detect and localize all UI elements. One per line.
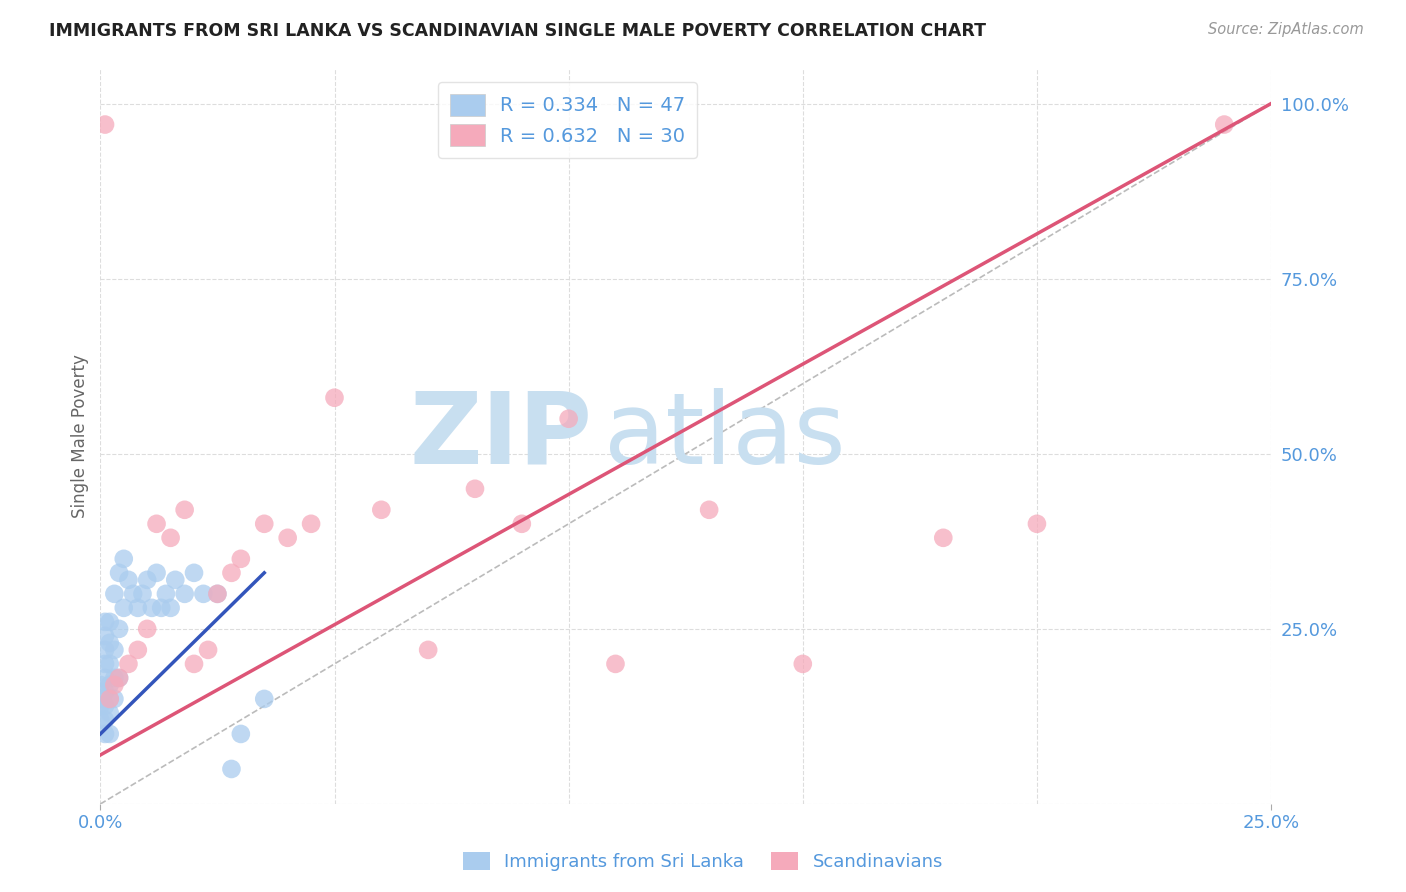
- Point: [127, 600, 149, 615]
- Point: [103, 678, 125, 692]
- Point: [103, 671, 125, 685]
- Point: [159, 531, 181, 545]
- Point: [1213, 118, 1236, 132]
- Point: [697, 503, 720, 517]
- Point: [221, 566, 243, 580]
- Point: [108, 622, 131, 636]
- Point: [145, 516, 167, 531]
- Point: [207, 587, 229, 601]
- Legend: R = 0.334   N = 47, R = 0.632   N = 30: R = 0.334 N = 47, R = 0.632 N = 30: [437, 82, 697, 158]
- Point: [207, 587, 229, 601]
- Point: [98, 678, 121, 692]
- Point: [89, 678, 111, 692]
- Point: [150, 600, 173, 615]
- Point: [253, 692, 276, 706]
- Point: [98, 692, 121, 706]
- Point: [98, 706, 121, 720]
- Point: [117, 573, 139, 587]
- Point: [122, 587, 145, 601]
- Text: IMMIGRANTS FROM SRI LANKA VS SCANDINAVIAN SINGLE MALE POVERTY CORRELATION CHART: IMMIGRANTS FROM SRI LANKA VS SCANDINAVIA…: [49, 22, 986, 40]
- Text: atlas: atlas: [603, 388, 845, 484]
- Point: [94, 671, 117, 685]
- Point: [94, 629, 117, 643]
- Point: [89, 692, 111, 706]
- Point: [136, 573, 159, 587]
- Point: [253, 516, 276, 531]
- Point: [127, 643, 149, 657]
- Point: [108, 671, 131, 685]
- Point: [112, 600, 135, 615]
- Point: [94, 713, 117, 727]
- Point: [89, 698, 111, 713]
- Point: [136, 622, 159, 636]
- Point: [370, 503, 392, 517]
- Point: [229, 551, 252, 566]
- Point: [103, 692, 125, 706]
- Point: [277, 531, 299, 545]
- Point: [98, 692, 121, 706]
- Point: [464, 482, 486, 496]
- Point: [159, 600, 181, 615]
- Point: [173, 503, 195, 517]
- Point: [1026, 516, 1049, 531]
- Point: [197, 643, 219, 657]
- Point: [173, 587, 195, 601]
- Point: [932, 531, 955, 545]
- Point: [183, 566, 205, 580]
- Point: [229, 727, 252, 741]
- Point: [141, 600, 163, 615]
- Point: [98, 727, 121, 741]
- Point: [510, 516, 533, 531]
- Point: [94, 118, 117, 132]
- Point: [165, 573, 187, 587]
- Legend: Immigrants from Sri Lanka, Scandinavians: Immigrants from Sri Lanka, Scandinavians: [456, 845, 950, 879]
- Point: [98, 636, 121, 650]
- Point: [103, 587, 125, 601]
- Point: [117, 657, 139, 671]
- Point: [792, 657, 814, 671]
- Point: [103, 643, 125, 657]
- Point: [418, 643, 440, 657]
- Point: [183, 657, 205, 671]
- Point: [605, 657, 627, 671]
- Point: [131, 587, 153, 601]
- Point: [89, 713, 111, 727]
- Point: [221, 762, 243, 776]
- Point: [323, 391, 346, 405]
- Point: [108, 671, 131, 685]
- Point: [94, 727, 117, 741]
- Point: [94, 685, 117, 699]
- Text: ZIP: ZIP: [409, 388, 592, 484]
- Point: [557, 411, 579, 425]
- Point: [94, 643, 117, 657]
- Point: [94, 657, 117, 671]
- Point: [145, 566, 167, 580]
- Point: [108, 566, 131, 580]
- Point: [112, 551, 135, 566]
- Point: [155, 587, 177, 601]
- Point: [98, 615, 121, 629]
- Point: [193, 587, 215, 601]
- Y-axis label: Single Male Poverty: Single Male Poverty: [72, 354, 89, 518]
- Point: [98, 657, 121, 671]
- Point: [299, 516, 322, 531]
- Text: Source: ZipAtlas.com: Source: ZipAtlas.com: [1208, 22, 1364, 37]
- Point: [94, 615, 117, 629]
- Point: [94, 698, 117, 713]
